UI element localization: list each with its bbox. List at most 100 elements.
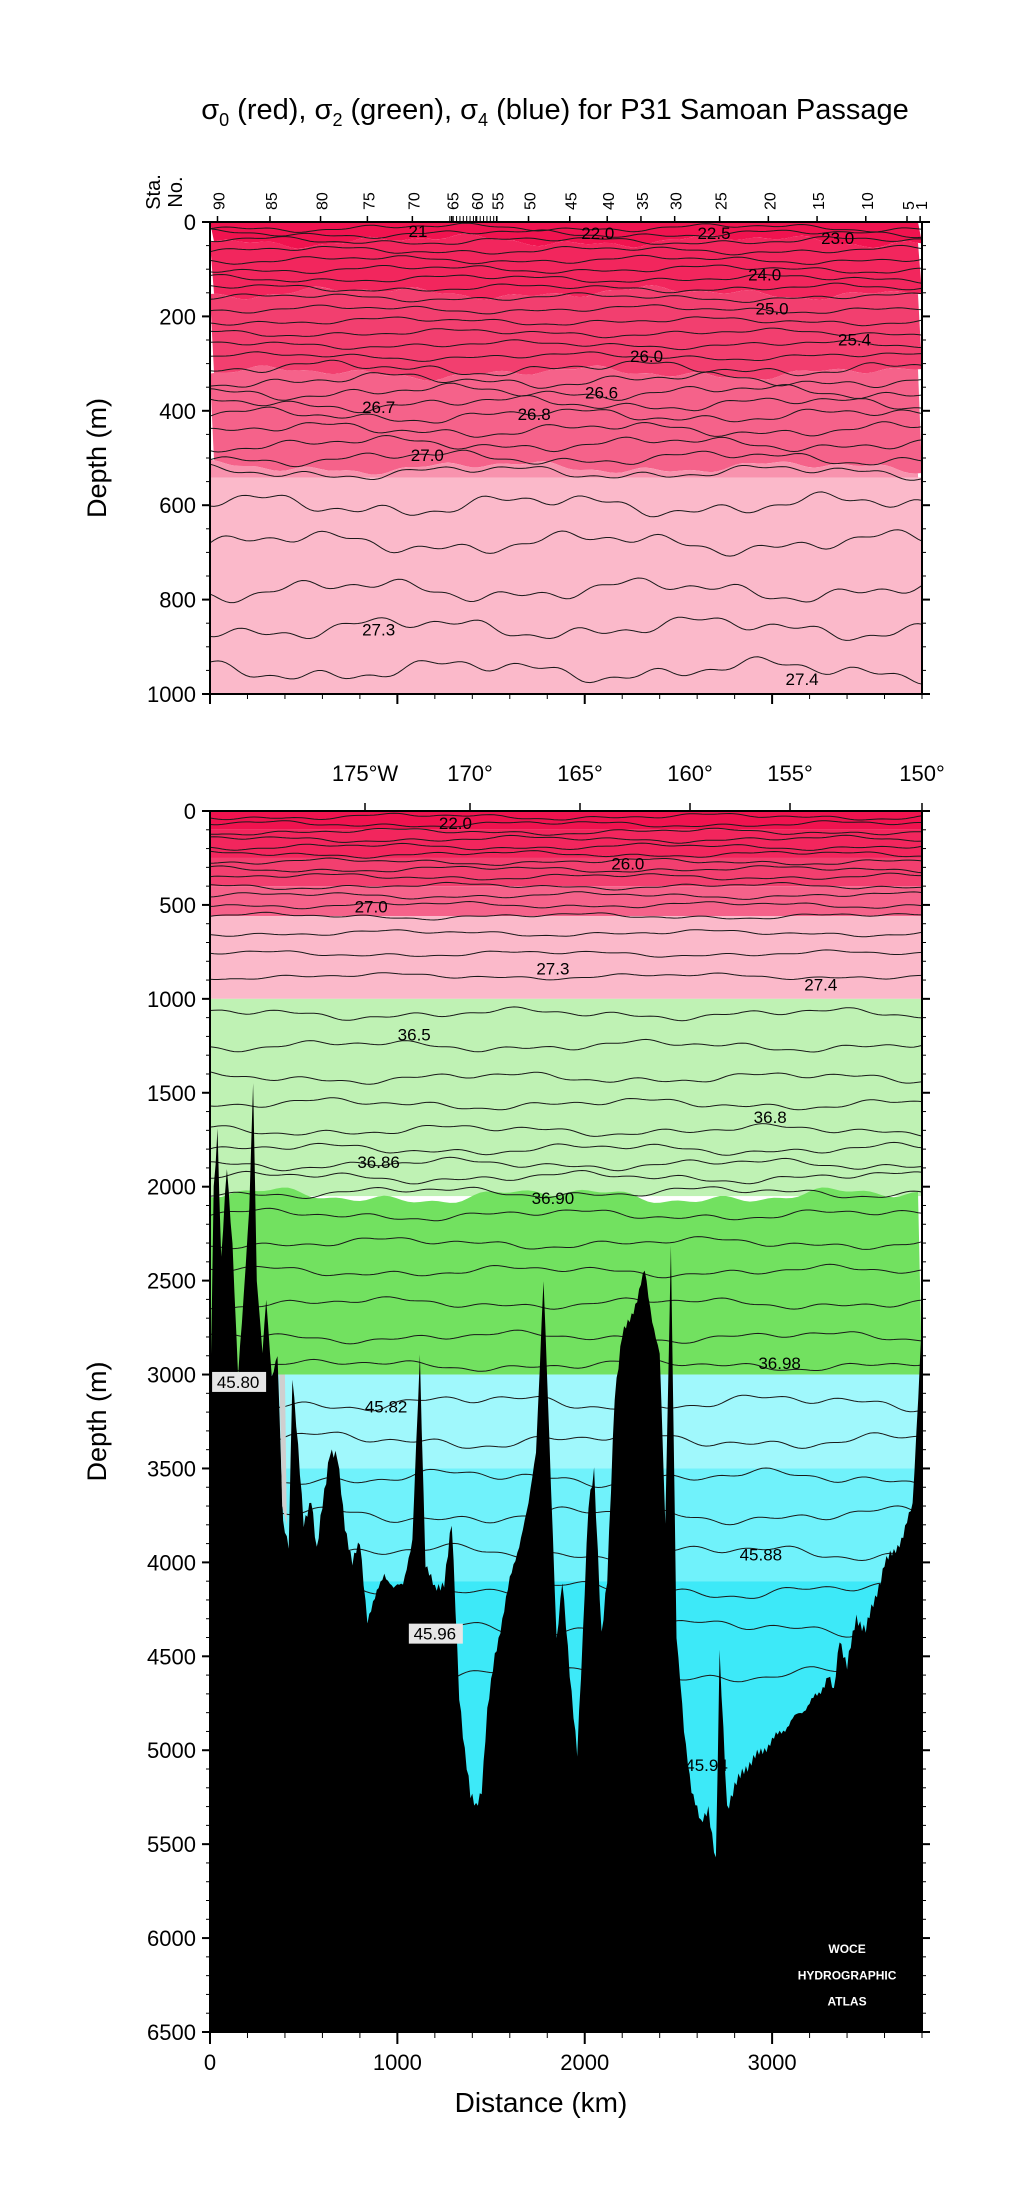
- isopycnal-line: [209, 1186, 923, 1200]
- y-tick-label: 800: [159, 588, 196, 613]
- contour-label: 22.5: [697, 224, 730, 243]
- contour-label: 26.0: [630, 347, 663, 366]
- isopycnal-line: [209, 834, 923, 844]
- isopycnal-line: [209, 1329, 923, 1345]
- isopycnal-line: [209, 434, 923, 453]
- isopycnal-line: [209, 264, 922, 274]
- contour-label: 21: [409, 222, 428, 241]
- y-tick-label: 400: [159, 399, 196, 424]
- isopycnal-line: [209, 316, 923, 327]
- isopycnal-line: [209, 327, 923, 339]
- isopycnal-line: [209, 1431, 922, 1449]
- isopycnal-line: [209, 1097, 923, 1111]
- density-band: [210, 886, 922, 917]
- isopycnal-line: [209, 273, 923, 284]
- y-tick-label: 600: [159, 493, 196, 518]
- x-tick-label: 2000: [560, 2050, 609, 2075]
- isopycnal-line: [209, 857, 923, 866]
- label-box: [212, 1371, 267, 1392]
- isopycnal-line: [209, 406, 923, 424]
- y-tick-label: 500: [159, 893, 196, 918]
- isopycnal-line: [209, 1236, 923, 1250]
- station-label: 70: [406, 192, 423, 210]
- isopycnal-line: [209, 881, 923, 891]
- isopycnal-line: [209, 820, 922, 828]
- station-label: 15: [811, 192, 828, 210]
- isopycnal-line: [209, 972, 923, 981]
- isopycnal-line: [209, 304, 923, 315]
- isopycnal-line: [210, 827, 922, 836]
- isopycnal-line: [210, 421, 923, 438]
- y-tick-label: 0: [184, 799, 196, 824]
- station-label: 65: [446, 192, 463, 210]
- station-label: 55: [491, 192, 508, 210]
- y-axis-label: Depth (m): [82, 398, 112, 518]
- y-tick-label: 3500: [147, 1456, 196, 1481]
- contour-label: 24.0: [748, 266, 781, 285]
- contour-label: 23.0: [821, 229, 854, 248]
- y-tick-label: 5000: [147, 1738, 196, 1763]
- isopycnal-line: [209, 463, 923, 481]
- station-label: 90: [211, 192, 228, 210]
- isopycnal-line: [209, 1358, 923, 1372]
- station-label: 40: [601, 192, 618, 210]
- isopycnal-line: [209, 900, 923, 910]
- contour-label: 25.4: [838, 330, 871, 349]
- contour-label: 45.88: [740, 1546, 783, 1565]
- density-band: [210, 857, 922, 887]
- isopycnal-line: [209, 228, 923, 239]
- y-tick-label: 2500: [147, 1269, 196, 1294]
- isopycnal-line: [209, 1393, 923, 1413]
- isopycnal-line: [209, 382, 923, 401]
- contour-label: 22.0: [439, 814, 472, 833]
- contour-label: 26.0: [611, 854, 644, 873]
- y-tick-label: 200: [159, 304, 196, 329]
- grey-fill: [279, 1374, 287, 1525]
- longitude-label: 170°: [447, 761, 493, 786]
- y-tick-label: 6500: [147, 2020, 196, 2045]
- isopycnal-line: [209, 1296, 923, 1311]
- y-tick-label: 2000: [147, 1175, 196, 1200]
- station-label: 25: [714, 192, 731, 210]
- isopycnal-line: [209, 929, 923, 938]
- isopycnal-line: [209, 449, 923, 468]
- contour-label: 27.0: [411, 446, 444, 465]
- isopycnal-line: [209, 865, 923, 874]
- density-band: [210, 1187, 922, 1375]
- density-band: [210, 1374, 922, 1469]
- contour-label: 27.0: [355, 898, 388, 917]
- x-tick-label: 3000: [748, 2050, 797, 2075]
- label-box: [408, 1623, 463, 1644]
- plot-frame: [209, 810, 923, 2033]
- contour-label: 36.90: [532, 1189, 575, 1208]
- isopycnal-line: [209, 1263, 923, 1279]
- longitude-label: 160°: [667, 761, 713, 786]
- station-label: 45: [564, 192, 581, 210]
- isopycnal-line: [209, 491, 923, 518]
- bathymetry: [210, 1083, 922, 2032]
- contour-label: 27.3: [362, 621, 395, 640]
- contour-label: 36.5: [398, 1025, 431, 1044]
- station-header: Sta.: [143, 174, 165, 210]
- y-tick-label: 4000: [147, 1550, 196, 1575]
- y-tick-label: 1000: [147, 987, 196, 1012]
- y-tick-label: 1000: [147, 682, 196, 707]
- lower-panel: 22.0 26.0 27.0 27.3 27.4 36.5 36.8 36.86 36.90 36…: [82, 761, 945, 2118]
- isopycnal-line: [209, 1038, 923, 1053]
- watermark-line: WOCE: [828, 1942, 865, 1956]
- isopycnal-line: [209, 1156, 923, 1172]
- contour-label: 45.80: [217, 1373, 260, 1392]
- y-tick-label: 5500: [147, 1832, 196, 1857]
- station-label: 75: [361, 192, 378, 210]
- station-label: 1: [914, 201, 931, 210]
- contour-label: 26.6: [585, 384, 618, 403]
- isopycnal-line: [209, 339, 923, 351]
- isopycnal-line: [209, 656, 923, 685]
- x-axis-label: Distance (km): [455, 2087, 628, 2118]
- x-tick-label: 0: [204, 2050, 216, 2075]
- isopycnal-line: [209, 1006, 923, 1022]
- contour-label: 36.86: [357, 1153, 400, 1172]
- isopycnal-line: [209, 359, 923, 377]
- y-tick-label: 3000: [147, 1363, 196, 1388]
